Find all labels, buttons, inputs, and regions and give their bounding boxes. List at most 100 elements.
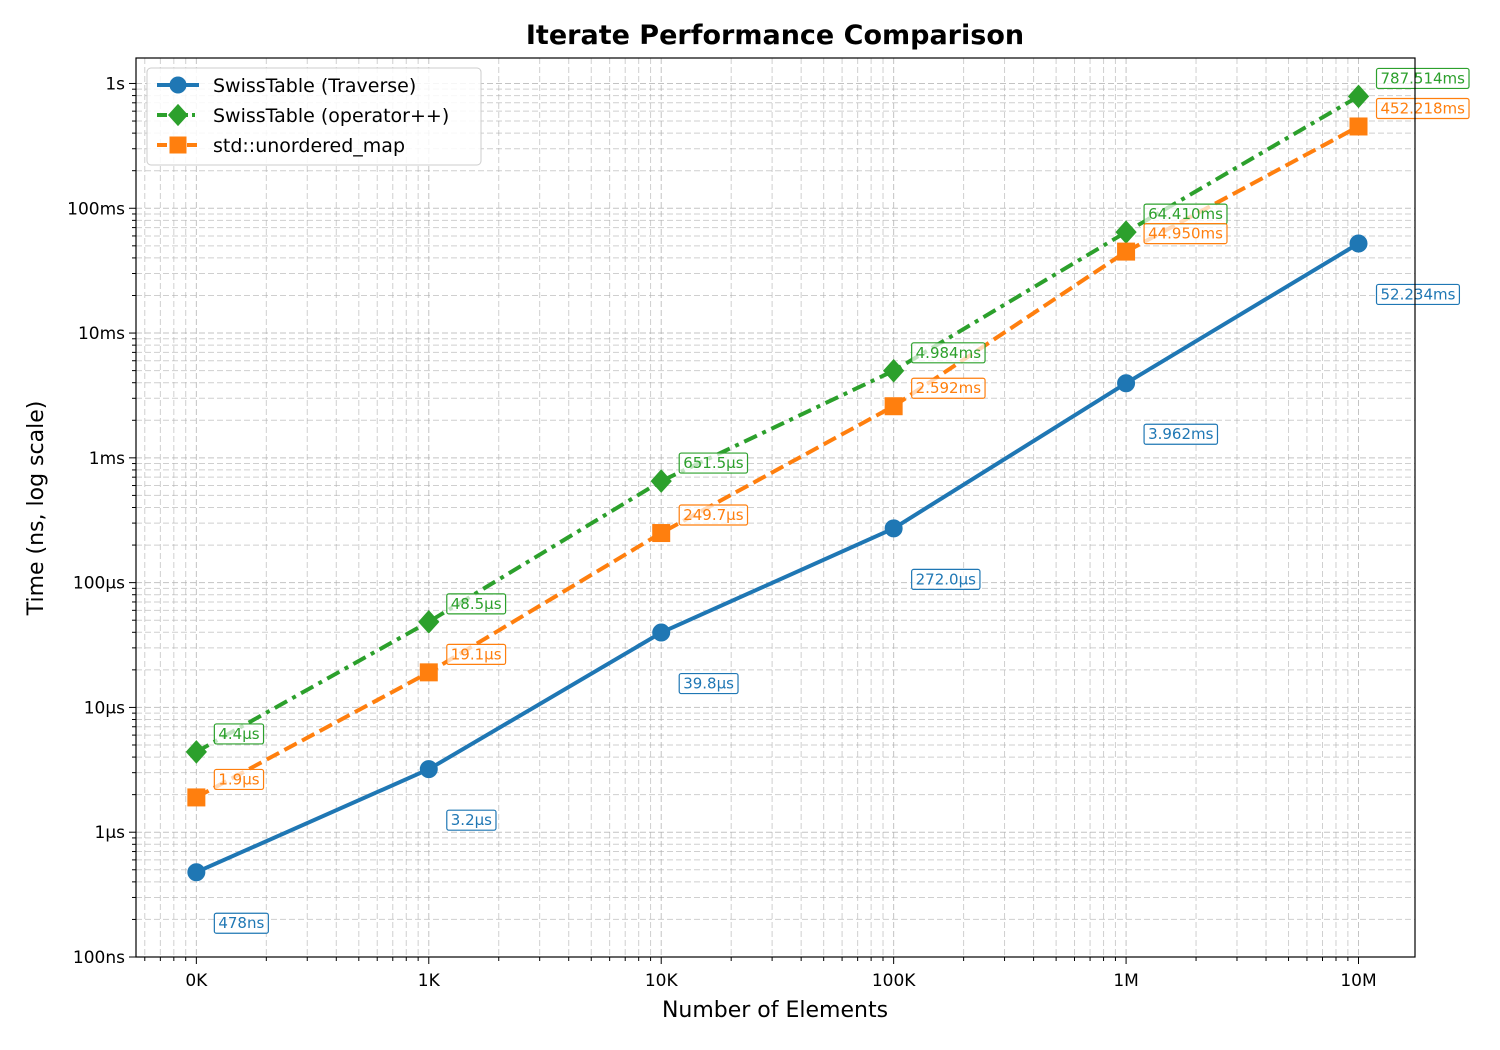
data-label-text: 48.5µs (451, 595, 502, 613)
series-circle (187, 234, 1368, 882)
data-label: 4.4µs (213, 723, 265, 745)
data-label-box (911, 342, 986, 364)
data-label-text: 2.592ms (916, 379, 982, 397)
data-point (1117, 374, 1136, 393)
data-point (1117, 242, 1136, 261)
x-tick-label: 100K (872, 971, 916, 991)
data-label-text: 452.218ms (1381, 99, 1466, 117)
data-label-box (911, 377, 986, 399)
data-point (419, 663, 438, 682)
x-tick-label: 1M (1113, 971, 1138, 991)
data-point (884, 397, 903, 416)
data-label: 19.1µs (446, 643, 507, 665)
data-label-text: 272.0µs (916, 570, 976, 588)
data-label: 4.984ms (911, 342, 986, 364)
data-label-box (1143, 423, 1219, 445)
y-tick-label: 100ms (67, 199, 125, 219)
data-label-box (911, 568, 981, 591)
x-tick-label: 10K (645, 971, 679, 991)
legend: SwissTable (Traverse) SwissTable (operato… (146, 67, 482, 166)
legend-marker (169, 136, 187, 154)
x-axis-label: Number of Elements (662, 998, 888, 1023)
y-tick-label: 10µs (84, 698, 125, 718)
y-tick-label: 1µs (95, 823, 126, 843)
data-label-text: 4.984ms (916, 344, 982, 362)
data-point (650, 469, 672, 493)
data-point (883, 358, 905, 383)
data-label-text: 64.410ms (1148, 205, 1223, 223)
data-label-box (446, 809, 497, 831)
data-label: 3.2µs (446, 809, 497, 831)
legend-entry: SwissTable (Traverse) (157, 75, 416, 97)
data-label-box (678, 504, 749, 526)
data-label: 2.592ms (911, 377, 986, 399)
y-tick-label: 10ms (78, 324, 125, 344)
data-label-box (1375, 283, 1461, 306)
data-label-text: 44.950ms (1148, 225, 1223, 243)
series-line (195, 241, 1360, 875)
data-label-text: 651.5µs (683, 454, 743, 472)
y-tick-label: 100µs (73, 574, 125, 594)
data-label-box (1143, 222, 1228, 245)
data-label: 52.234ms (1375, 283, 1461, 306)
x-tick-label: 10M (1340, 971, 1376, 991)
data-point (652, 623, 671, 642)
data-label: 44.950ms (1143, 222, 1228, 245)
data-label: 478ns (213, 912, 269, 934)
data-label-box (446, 593, 507, 615)
data-point (187, 788, 206, 807)
legend-label: SwissTable (operator++) (213, 105, 449, 127)
data-label-box (213, 912, 269, 934)
data-label-text: 3.962ms (1148, 425, 1214, 443)
data-label: 64.410ms (1143, 203, 1228, 225)
y-tick-label: 100ns (73, 948, 125, 968)
legend-entry: std::unordered_map (157, 135, 405, 157)
legend-entry: SwissTable (operator++) (157, 103, 449, 127)
data-label-box (678, 672, 739, 695)
data-label-box (213, 723, 265, 745)
data-label: 787.514ms (1375, 67, 1470, 90)
data-label: 272.0µs (911, 568, 981, 591)
y-tick-label: 1s (105, 74, 125, 94)
axis-ticks: 0K 1K 10K 100K 1M 10M 100ns 1µs 10µs 100µs 1ms 10ms… (67, 74, 1377, 991)
data-label-box (1375, 67, 1470, 90)
data-point (419, 760, 438, 779)
data-label: 39.8µs (678, 672, 739, 695)
data-label-box (446, 643, 507, 665)
data-label-text: 249.7µs (683, 506, 743, 524)
data-label: 452.218ms (1375, 97, 1470, 120)
data-label-text: 4.4µs (218, 725, 259, 743)
data-label: 48.5µs (446, 593, 507, 615)
data-point (884, 519, 903, 538)
data-label-box (678, 452, 749, 474)
data-labels: 478ns 3.2µs 39.8µs 272.0µs 3.962ms 52.234ms 4.… (213, 67, 1470, 934)
data-label: 1.9µs (213, 768, 265, 791)
legend-label: SwissTable (Traverse) (213, 75, 416, 97)
data-label: 249.7µs (678, 504, 749, 526)
legend-marker (169, 76, 187, 94)
legend-box (146, 67, 482, 166)
legend-label: std::unordered_map (213, 135, 405, 157)
data-label-box (213, 768, 265, 791)
x-tick-label: 0K (185, 971, 208, 991)
data-label: 3.962ms (1143, 423, 1219, 445)
data-label-text: 39.8µs (683, 675, 734, 693)
data-point (418, 610, 440, 634)
chart-title: Iterate Performance Comparison (526, 20, 1024, 51)
data-point (1347, 84, 1370, 109)
y-axis-label: Time (ns, log scale) (24, 401, 49, 617)
data-label-text: 1.9µs (218, 770, 259, 788)
data-point (1349, 117, 1368, 136)
data-label-text: 478ns (218, 914, 264, 932)
data-point (652, 524, 671, 543)
legend-marker (167, 103, 189, 127)
x-tick-label: 1K (418, 971, 441, 991)
data-label-text: 52.234ms (1381, 285, 1456, 303)
data-label: 651.5µs (678, 452, 749, 474)
data-label-text: 787.514ms (1381, 69, 1466, 87)
data-label-text: 3.2µs (451, 811, 492, 829)
data-point (1349, 234, 1368, 253)
data-point (187, 863, 206, 882)
data-label-text: 19.1µs (451, 645, 502, 663)
